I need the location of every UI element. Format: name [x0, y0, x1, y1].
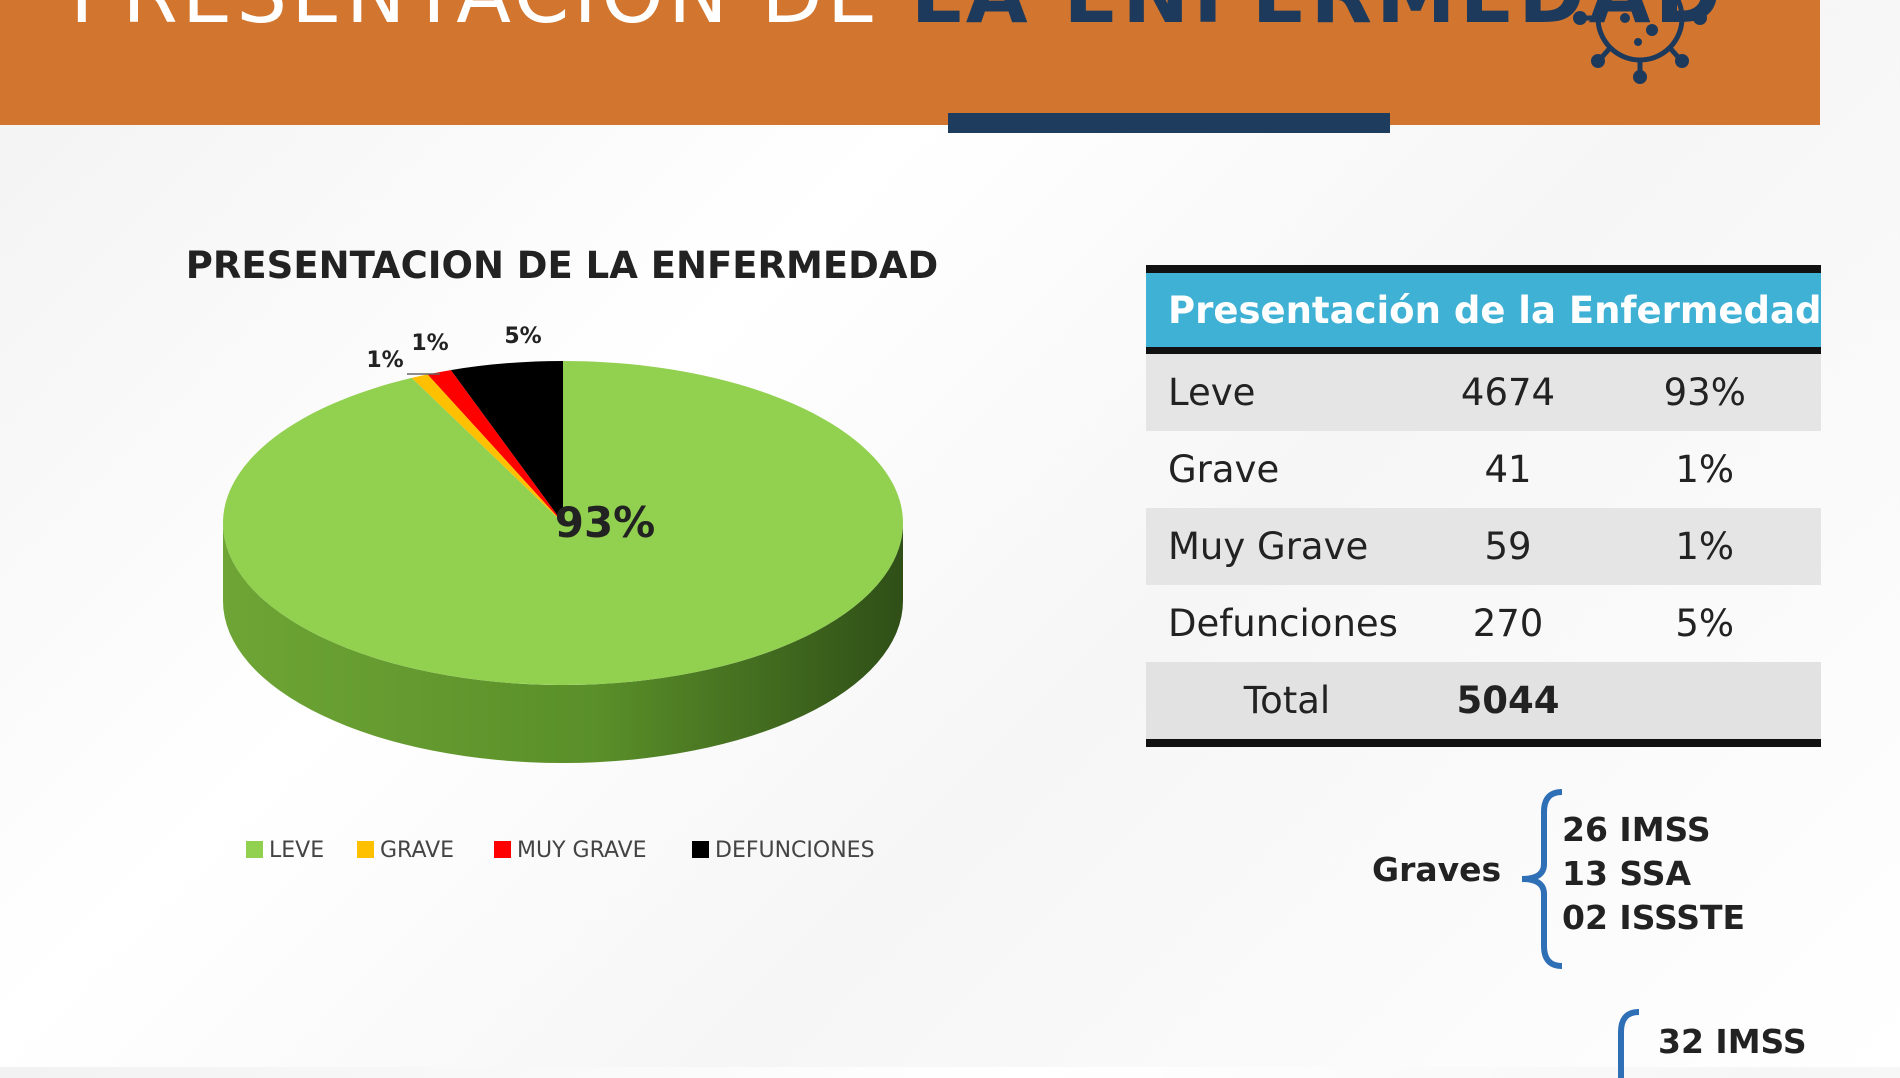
pie-slice-leve: [223, 360, 904, 686]
legend-swatch: [357, 841, 374, 858]
row-label: Leve: [1146, 350, 1428, 431]
pie-chart: PRESENTACION DE LA ENFERMEDAD 93%1%1% 5% …: [186, 244, 938, 863]
legend-item: DEFUNCIONES: [692, 838, 875, 863]
chart-legend: LEVE GRAVE MUY GRAVE DEFUNCIONES: [246, 838, 875, 863]
pie-side-wall: [223, 523, 903, 763]
legend-swatch: [246, 841, 263, 858]
next-group-item: 32 IMSS: [1658, 1022, 1807, 1061]
data-label-defunciones: 5%: [504, 324, 541, 349]
row-count: 59: [1428, 508, 1588, 585]
graves-list: 26 IMSS 13 SSA 02 ISSSTE: [1562, 808, 1745, 940]
table-row: Defunciones 270 5%: [1146, 585, 1821, 662]
table-header: Presentación de la Enfermedad: [1146, 265, 1822, 354]
table-row: Grave 41 1%: [1146, 431, 1821, 508]
data-label-leve: 93%: [555, 498, 656, 547]
data-label-grave: 1%: [366, 348, 403, 373]
total-count: 5044: [1428, 662, 1588, 747]
legend-swatch: [692, 841, 709, 858]
graves-item: 02 ISSSTE: [1562, 898, 1746, 937]
row-percent: 93%: [1588, 350, 1822, 431]
row-label: Grave: [1168, 448, 1280, 491]
legend-label: LEVE: [269, 838, 324, 863]
accent-bar: [948, 113, 1390, 133]
pie-slice-defunciones: [450, 361, 563, 523]
legend-label: MUY GRAVE: [517, 838, 647, 863]
legend-item: MUY GRAVE: [494, 838, 647, 863]
total-label: Total: [1146, 662, 1428, 747]
table-total-row: Total 5044: [1146, 662, 1822, 747]
row-percent: 1%: [1675, 448, 1735, 491]
legend-item: GRAVE: [357, 838, 454, 863]
brace-icon: [1521, 789, 1563, 969]
row-label: Muy Grave: [1146, 508, 1428, 585]
virus-icon: [1573, 0, 1707, 84]
table-row: Leve 4674 93%: [1146, 350, 1822, 431]
pie-slice-muy-grave: [427, 370, 563, 523]
data-label-muy-grave: 1%: [411, 331, 448, 356]
legend-label: DEFUNCIONES: [715, 838, 875, 863]
legend-label: GRAVE: [380, 838, 454, 863]
chart-title: PRESENTACION DE LA ENFERMEDAD: [186, 244, 938, 287]
row-percent: 1%: [1588, 508, 1822, 585]
table-row: Muy Grave 59 1%: [1146, 508, 1822, 585]
row-count: 41: [1484, 448, 1532, 491]
row-count: 270: [1472, 602, 1544, 645]
disease-table: Presentación de la Enfermedad Leve 4674 …: [1146, 265, 1822, 747]
brace-icon: [1618, 1009, 1640, 1078]
graves-label: Graves: [1372, 850, 1502, 889]
total-empty-cell: [1588, 662, 1822, 747]
banner-title-light: PRESENTACION DE: [70, 0, 911, 41]
row-count: 4674: [1428, 350, 1588, 431]
graves-item: 26 IMSS: [1562, 810, 1711, 849]
row-label: Defunciones: [1168, 602, 1398, 645]
header-banner: PRESENTACION DE LA ENFERMEDAD: [0, 0, 1820, 125]
legend-item: LEVE: [246, 838, 324, 863]
graves-item: 13 SSA: [1562, 854, 1692, 893]
legend-swatch: [494, 841, 511, 858]
pie-slice-grave: [411, 374, 563, 523]
row-percent: 5%: [1675, 602, 1735, 645]
